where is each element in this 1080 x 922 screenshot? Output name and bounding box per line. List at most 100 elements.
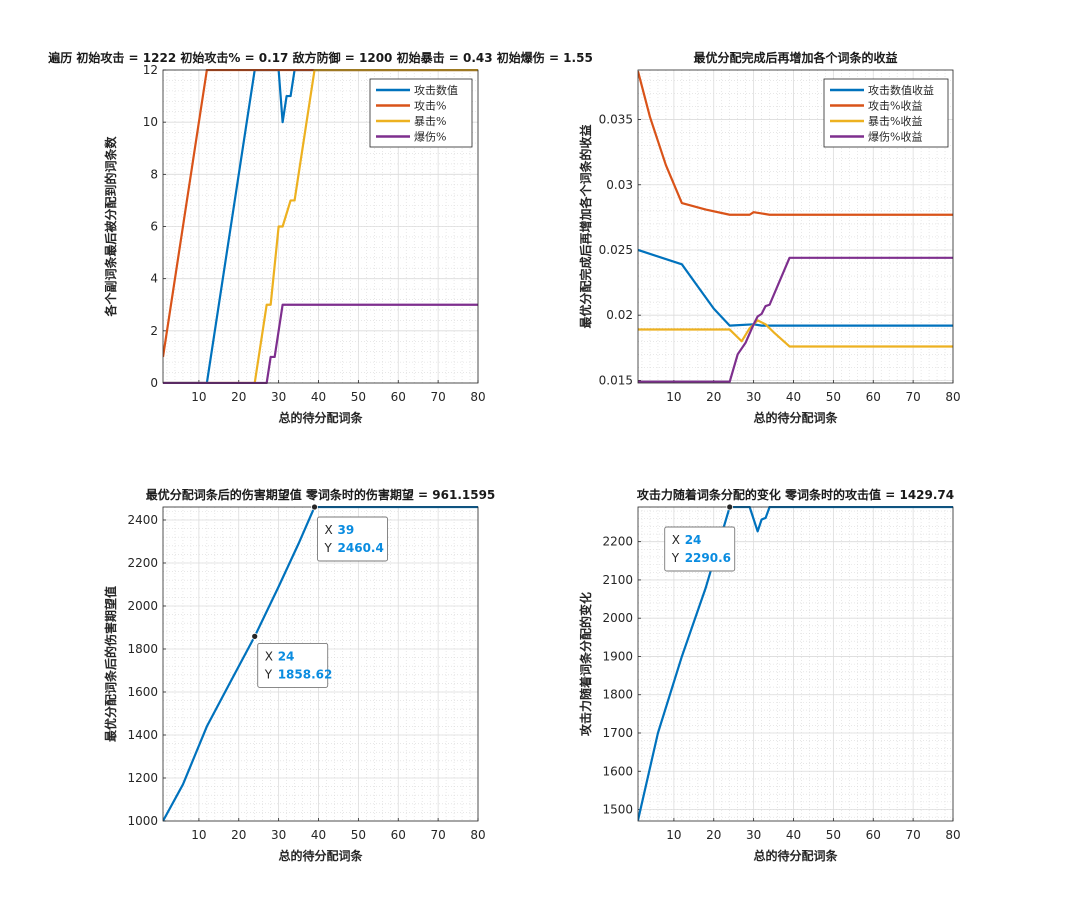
- chart-0-y-axis-label: 各个副词条最后被分配到的词条数: [103, 136, 118, 318]
- chart-0-y-tick-label: 6: [150, 220, 158, 234]
- subplot-damage-expectation[interactable]: 10 20 30 40 50 60 70 80 1000 1200 1400 1600 1800 2000…: [103, 487, 495, 863]
- chart-3-x-axis-label: 总的待分配词条: [753, 848, 838, 863]
- chart-3-y-tick-label: 1500: [602, 803, 633, 817]
- chart-3-x-tick-label: 60: [866, 828, 881, 842]
- chart-2-x-tick-label: 50: [351, 828, 366, 842]
- chart-0-x-tick-label: 80: [470, 390, 485, 404]
- chart-1-x-tick-label: 80: [945, 390, 960, 404]
- chart-3-x-tick-label: 50: [826, 828, 841, 842]
- chart-2-datatip-x-value-0: 24: [278, 649, 295, 663]
- chart-3-datatip-x-value-0: 24: [685, 533, 702, 547]
- chart-2-y-tick-label: 2000: [127, 599, 158, 613]
- chart-1-y-tick-label: 0.015: [599, 373, 633, 387]
- chart-1-y-tick-label: 0.02: [606, 308, 633, 322]
- chart-3-y-tick-label: 2200: [602, 535, 633, 549]
- chart-3-y-tick-label: 2100: [602, 573, 633, 587]
- chart-1-x-tick-label: 60: [866, 390, 881, 404]
- chart-0-legend-label-2: 暴击%: [414, 115, 446, 128]
- chart-0-legend-label-0: 攻击数值: [414, 83, 458, 97]
- chart-0-y-tick-label: 8: [150, 167, 158, 181]
- chart-0-x-axis-label: 总的待分配词条: [278, 410, 363, 425]
- chart-1-y-tick-label: 0.035: [599, 113, 633, 127]
- chart-3-datatip-marker-0[interactable]: [726, 503, 734, 511]
- chart-1-legend-label-3: 爆伤%收益: [868, 130, 922, 144]
- chart-1-legend-label-2: 暴击%收益: [868, 114, 922, 128]
- chart-0-y-tick-label: 12: [143, 63, 158, 77]
- chart-3-title: 攻击力随着词条分配的变化 零词条时的攻击值 = 1429.74: [637, 487, 954, 502]
- chart-1-x-tick-label: 70: [905, 390, 920, 404]
- chart-0-series-line-2[interactable]: [163, 69, 478, 384]
- chart-1-series-line-2[interactable]: [638, 319, 953, 348]
- chart-1-x-tick-label: 10: [666, 390, 681, 404]
- chart-3-x-tick-label: 20: [706, 828, 721, 842]
- chart-2-title: 最优分配词条后的伤害期望值 零词条时的伤害期望 = 961.1595: [146, 487, 496, 502]
- chart-3-y-tick-label: 2000: [602, 611, 633, 625]
- chart-1-series-line-3[interactable]: [638, 256, 953, 383]
- chart-1-y-tick-label: 0.03: [606, 178, 633, 192]
- chart-0-x-tick-label: 10: [191, 390, 206, 404]
- chart-0-y-tick-label: 10: [143, 115, 158, 129]
- chart-3-x-tick-label: 40: [786, 828, 801, 842]
- chart-3-datatip-y-value-0: 2290.6: [685, 551, 731, 565]
- chart-1-x-tick-label: 30: [746, 390, 761, 404]
- chart-2-x-tick-label: 40: [311, 828, 326, 842]
- chart-3-x-tick-label: 80: [945, 828, 960, 842]
- chart-2-x-axis-label: 总的待分配词条: [278, 848, 363, 863]
- chart-0-x-tick-label: 30: [271, 390, 286, 404]
- chart-2-datatip-y-value-0: 1858.62: [278, 667, 333, 681]
- chart-2-y-tick-label: 1600: [127, 685, 158, 699]
- chart-1-series-line-0[interactable]: [638, 248, 953, 327]
- chart-2-y-axis-label: 最优分配词条后的伤害期望值: [103, 586, 118, 742]
- chart-0-y-tick-label: 0: [150, 376, 158, 390]
- chart-1-x-tick-label: 20: [706, 390, 721, 404]
- chart-0-x-tick-label: 50: [351, 390, 366, 404]
- chart-3-axes-box: [637, 506, 954, 822]
- chart-3-y-tick-label: 1900: [602, 649, 633, 663]
- chart-0-x-tick-label: 20: [231, 390, 246, 404]
- chart-2-datatip-x-label-1: X: [325, 523, 333, 537]
- chart-0-series-line-0[interactable]: [163, 69, 478, 384]
- chart-2-y-tick-label: 1200: [127, 771, 158, 785]
- chart-1-legend-label-1: 攻击%收益: [868, 99, 922, 113]
- chart-2-y-tick-label: 2400: [127, 513, 158, 527]
- chart-3-datatip-x-label-0: X: [672, 533, 680, 547]
- chart-3-datatip-box-0[interactable]: [664, 526, 736, 572]
- chart-2-datatip-marker-0[interactable]: [251, 632, 259, 640]
- chart-2-datatip-y-value-1: 2460.4: [338, 541, 384, 555]
- chart-2-x-tick-label: 30: [271, 828, 286, 842]
- chart-0-axes-box: [162, 69, 479, 384]
- chart-2-datatip-marker-1[interactable]: [311, 503, 318, 511]
- chart-3-x-tick-label: 70: [905, 828, 920, 842]
- chart-0-title: 遍历 初始攻击 = 1222 初始攻击% = 0.17 敌方防御 = 1200 …: [47, 50, 593, 65]
- subplot-attack-value[interactable]: 10 20 30 40 50 60 70 80 1500 1600 1700 1800 1900 2000…: [578, 487, 961, 863]
- chart-3-y-axis-label: 攻击力随着词条分配的变化: [578, 592, 593, 736]
- chart-3-y-tick-label: 1600: [602, 764, 633, 778]
- chart-2-datatip-x-label-0: X: [265, 649, 273, 663]
- chart-1-title: 最优分配完成后再增加各个词条的收益: [693, 50, 897, 65]
- chart-2-datatip-box-0[interactable]: [257, 642, 329, 688]
- chart-3-y-tick-label: 1700: [602, 726, 633, 740]
- chart-2-y-tick-label: 2200: [127, 556, 158, 570]
- chart-2-datatip-box-1[interactable]: [317, 516, 388, 562]
- chart-3-x-tick-label: 30: [746, 828, 761, 842]
- chart-3-datatip-y-label-0: Y: [671, 551, 680, 565]
- chart-1-x-axis-label: 总的待分配词条: [753, 410, 838, 425]
- chart-0-x-tick-label: 60: [391, 390, 406, 404]
- chart-0-y-tick-label: 2: [150, 324, 158, 338]
- chart-1-x-tick-label: 40: [786, 390, 801, 404]
- chart-1-y-axis-label: 最优分配完成后再增加各个词条的收益: [578, 124, 593, 328]
- chart-0-legend-label-1: 攻击%: [414, 99, 446, 113]
- chart-2-x-tick-label: 20: [231, 828, 246, 842]
- chart-1-x-tick-label: 50: [826, 390, 841, 404]
- chart-0-x-tick-label: 70: [430, 390, 445, 404]
- subplot-marginal-gain[interactable]: 10 20 30 40 50 60 70 80 0.015 0.02 0.025 0.03 0.035 最…: [578, 50, 961, 425]
- chart-1-series-line-1[interactable]: [638, 71, 953, 216]
- chart-2-y-tick-label: 1800: [127, 642, 158, 656]
- chart-1-legend-label-0: 攻击数值收益: [868, 83, 934, 97]
- chart-3-x-tick-label: 10: [666, 828, 681, 842]
- chart-2-datatip-y-label-1: Y: [324, 541, 333, 555]
- chart-2-y-tick-label: 1400: [127, 728, 158, 742]
- chart-2-x-tick-label: 70: [430, 828, 445, 842]
